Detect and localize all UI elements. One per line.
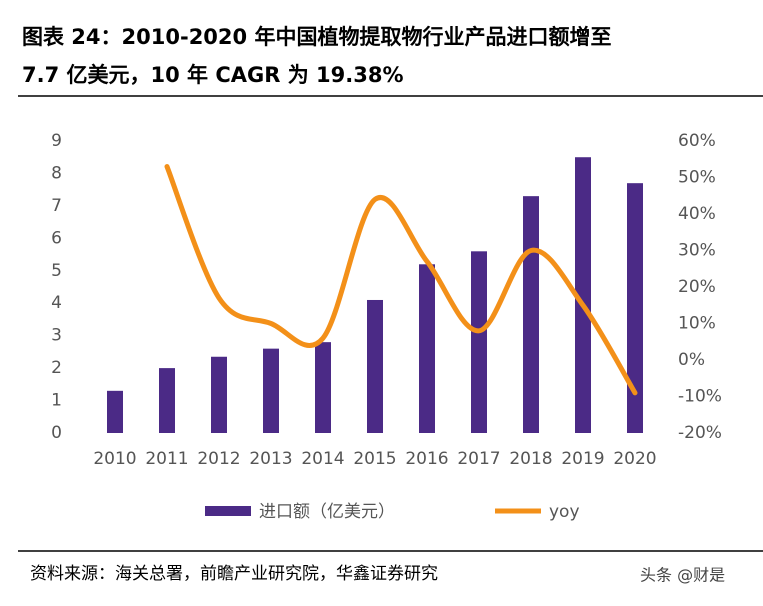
y-tick-label: 1 — [51, 391, 62, 411]
y-tick-label: 5 — [51, 261, 62, 281]
line — [164, 164, 638, 396]
bar — [575, 157, 591, 433]
y-tick-label: 9 — [51, 131, 62, 151]
bar — [211, 356, 227, 433]
legend-label: yoy — [549, 502, 580, 522]
y2-tick-label: -20% — [678, 423, 722, 443]
x-tick-label: 2017 — [457, 449, 500, 469]
y2-tick-label: 40% — [678, 204, 716, 224]
chart-title: 7.7 亿美元，10 年 CAGR 为 19.38% — [22, 63, 404, 87]
y2-tick-label: 10% — [678, 314, 716, 334]
x-tick-label: 2014 — [301, 449, 344, 469]
y2-tick-label: 30% — [678, 241, 716, 261]
y2-tick-label: 60% — [678, 131, 716, 151]
y-tick-label: 7 — [51, 196, 62, 216]
bar — [419, 264, 435, 433]
y-tick-label: 3 — [51, 326, 62, 346]
x-tick-label: 2018 — [509, 449, 552, 469]
bar — [367, 299, 383, 433]
y-tick-label: 0 — [51, 423, 62, 443]
y-tick-label: 4 — [51, 293, 62, 313]
source: 资料来源：海关总署，前瞻产业研究院，华鑫证券研究 — [30, 564, 438, 584]
bar — [159, 368, 175, 433]
bar — [471, 251, 487, 433]
x-tick-label: 2011 — [145, 449, 188, 469]
bar — [107, 390, 123, 433]
y-tick-label: 8 — [51, 163, 62, 183]
bar — [263, 348, 279, 433]
x-tick-label: 2019 — [561, 449, 604, 469]
chart-title: 图表 24：2010-2020 年中国植物提取物行业产品进口额增至 — [22, 25, 611, 49]
y2-tick-label: 0% — [678, 350, 705, 370]
y-tick-label: 6 — [51, 228, 62, 248]
x-tick-label: 2020 — [613, 449, 656, 469]
x-tick-label: 2010 — [93, 449, 136, 469]
bar — [523, 196, 539, 433]
y-tick-label: 2 — [51, 358, 62, 378]
y2-tick-label: 20% — [678, 277, 716, 297]
x-tick-label: 2013 — [249, 449, 292, 469]
y2-tick-label: -10% — [678, 387, 722, 407]
y2-tick-label: 50% — [678, 168, 716, 188]
watermark: 头条 @财是 — [640, 566, 725, 585]
x-tick-label: 2016 — [405, 449, 448, 469]
x-tick-label: 2015 — [353, 449, 396, 469]
bar — [315, 342, 331, 433]
legend-swatch — [205, 506, 251, 516]
legend-label: 进口额（亿美元） — [259, 502, 395, 522]
bar — [627, 183, 643, 433]
x-tick-label: 2012 — [197, 449, 240, 469]
